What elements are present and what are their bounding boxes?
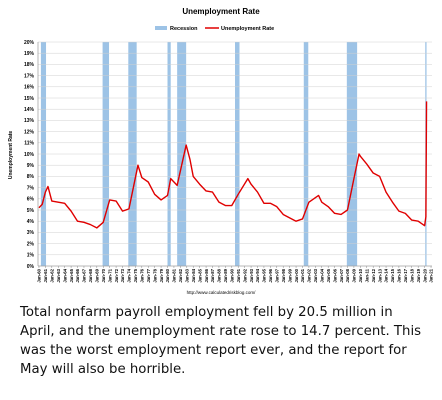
x-tick-label: Jan-60 xyxy=(37,268,42,282)
x-tick-label: Jan-00 xyxy=(294,268,299,282)
chart: Unemployment Rate Unemployment Rate http… xyxy=(8,7,434,295)
x-tick-label: Jan-95 xyxy=(262,268,267,282)
y-tick-label: 15% xyxy=(24,96,35,102)
x-tick-label: Jan-73 xyxy=(120,268,125,282)
y-tick-label: 10% xyxy=(24,152,35,158)
x-tick-label: Jan-07 xyxy=(339,268,344,282)
source: http://www.calculatedriskblog.com/ xyxy=(187,290,257,295)
x-tick-label: Jan-18 xyxy=(409,268,414,282)
x-tick-label: Jan-74 xyxy=(127,268,132,282)
legend-swatch xyxy=(155,26,167,30)
y-tick-label: 3% xyxy=(27,230,35,236)
y-tick-label: 5% xyxy=(27,208,35,214)
y-tick-label: 17% xyxy=(24,73,35,79)
x-tick-label: Jan-89 xyxy=(223,268,228,282)
y-tick-label: 8% xyxy=(27,174,35,180)
x-tick-label: Jan-16 xyxy=(397,268,402,282)
x-tick-label: Jan-81 xyxy=(172,268,177,282)
unemployment-line xyxy=(38,101,428,229)
x-tick-label: Jan-69 xyxy=(95,268,100,282)
x-tick-label: Jan-94 xyxy=(255,268,260,282)
x-tick-label: Jan-13 xyxy=(377,268,382,282)
x-tick-label: Jan-17 xyxy=(403,268,408,282)
x-tick-label: Jan-71 xyxy=(107,268,112,282)
x-tick-label: Jan-21 xyxy=(429,268,434,282)
y-tick-label: 16% xyxy=(24,85,35,91)
x-tick-label: Jan-91 xyxy=(236,268,241,282)
y-tick-label: 18% xyxy=(24,62,35,68)
x-tick-label: Jan-67 xyxy=(82,268,87,282)
x-tick-label: Jan-19 xyxy=(416,268,421,282)
legend-label: Recession xyxy=(170,26,198,32)
x-tick-label: Jan-68 xyxy=(88,268,93,282)
x-tick-label: Jan-72 xyxy=(114,268,119,282)
caption: Total nonfarm payroll employment fell by… xyxy=(20,305,422,377)
x-tick-label: Jan-87 xyxy=(210,268,215,282)
x-tick-label: Jan-92 xyxy=(242,268,247,282)
legend-label: Unemployment Rate xyxy=(221,26,274,32)
x-tick-label: Jan-86 xyxy=(204,268,209,282)
y-tick-label: 13% xyxy=(24,118,35,124)
x-tick-label: Jan-08 xyxy=(345,268,350,282)
x-tick-label: Jan-01 xyxy=(300,268,305,282)
x-tick-label: Jan-77 xyxy=(146,268,151,282)
x-tick-label: Jan-62 xyxy=(50,268,55,282)
x-tick-label: Jan-61 xyxy=(43,268,48,282)
x-tick-label: Jan-14 xyxy=(384,268,389,282)
y-axis-label: Unemployment Rate xyxy=(8,131,14,180)
y-tick-label: 0% xyxy=(27,264,35,270)
y-tick-label: 19% xyxy=(24,51,35,57)
x-tick-label: Jan-70 xyxy=(101,268,106,282)
x-tick-label: Jan-80 xyxy=(165,268,170,282)
x-tick-label: Jan-66 xyxy=(75,268,80,282)
x-tick-label: Jan-06 xyxy=(332,268,337,282)
x-tick-label: Jan-05 xyxy=(326,268,331,282)
x-tick-label: Jan-11 xyxy=(364,268,369,282)
x-tick-label: Jan-75 xyxy=(133,268,138,282)
x-tick-label: Jan-83 xyxy=(184,268,189,282)
x-tick-label: Jan-96 xyxy=(268,268,273,282)
chart-title: Unemployment Rate xyxy=(182,7,260,16)
x-tick-label: Jan-64 xyxy=(62,268,67,282)
y-tick-label: 12% xyxy=(24,129,35,135)
x-tick-label: Jan-02 xyxy=(307,268,312,282)
x-tick-label: Jan-98 xyxy=(281,268,286,282)
x-tick-label: Jan-10 xyxy=(358,268,363,282)
x-tick-label: Jan-99 xyxy=(287,268,292,282)
y-tick-label: 6% xyxy=(27,197,35,203)
y-tick-label: 14% xyxy=(24,107,35,113)
x-tick-label: Jan-09 xyxy=(352,268,357,282)
x-tick-label: Jan-85 xyxy=(197,268,202,282)
x-tick-label: Jan-63 xyxy=(56,268,61,282)
x-tick-label: Jan-04 xyxy=(319,268,324,282)
x-tick-label: Jan-20 xyxy=(422,268,427,282)
y-tick-label: 11% xyxy=(24,141,34,147)
y-tick-label: 7% xyxy=(27,185,35,191)
x-tick-label: Jan-65 xyxy=(69,268,74,282)
y-tick-label: 9% xyxy=(27,163,35,169)
x-tick-label: Jan-88 xyxy=(217,268,222,282)
x-tick-label: Jan-15 xyxy=(390,268,395,282)
y-tick-label: 4% xyxy=(27,219,35,225)
x-tick-label: Jan-93 xyxy=(249,268,254,282)
x-tick-label: Jan-78 xyxy=(152,268,157,282)
x-tick-label: Jan-12 xyxy=(371,268,376,282)
x-tick-label: Jan-90 xyxy=(229,268,234,282)
x-tick-label: Jan-82 xyxy=(178,268,183,282)
y-tick-label: 20% xyxy=(24,40,35,46)
x-tick-label: Jan-84 xyxy=(191,268,196,282)
y-tick-label: 1% xyxy=(27,253,35,259)
x-tick-label: Jan-03 xyxy=(313,268,318,282)
x-tick-label: Jan-97 xyxy=(274,268,279,282)
y-tick-label: 2% xyxy=(27,241,35,247)
x-tick-label: Jan-79 xyxy=(159,268,164,282)
x-tick-label: Jan-76 xyxy=(140,268,145,282)
